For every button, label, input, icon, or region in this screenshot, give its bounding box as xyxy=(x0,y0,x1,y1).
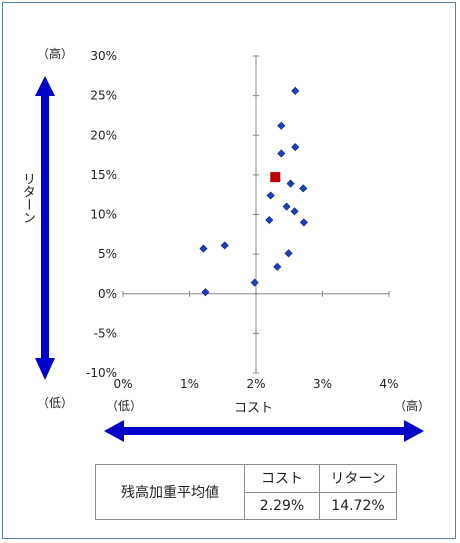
x-tick-label: 1% xyxy=(180,377,199,391)
summary-row-label: 残高加重平均値 xyxy=(95,464,245,520)
data-point xyxy=(199,244,208,253)
data-point xyxy=(277,149,286,158)
data-point xyxy=(266,191,275,200)
vertical-arrow-down-head xyxy=(35,358,55,380)
data-point xyxy=(277,121,286,130)
data-point xyxy=(282,202,291,211)
y-tick-label: -10% xyxy=(86,366,117,380)
x-tick-label: 0% xyxy=(113,377,132,391)
data-point xyxy=(284,249,293,258)
y-high-label: （高） xyxy=(37,47,74,61)
horizontal-arrow-right-head xyxy=(404,420,424,442)
summary-cost-value: 2.29% xyxy=(244,491,320,520)
x-low-label: （低） xyxy=(106,399,143,413)
data-point xyxy=(291,86,300,95)
chart-frame xyxy=(2,2,456,539)
summary-return-value: 14.72% xyxy=(319,491,397,520)
y-tick-label: 25% xyxy=(90,89,117,103)
data-point xyxy=(250,278,259,287)
y-low-label: （低） xyxy=(37,396,74,410)
summary-return-header: リターン xyxy=(319,464,397,493)
data-point xyxy=(299,218,308,227)
horizontal-arrow-shaft xyxy=(120,427,410,435)
data-point xyxy=(291,143,300,152)
y-tick-label: -5% xyxy=(94,326,117,340)
x-axis-title: コスト xyxy=(234,401,274,416)
y-tick-label: 30% xyxy=(90,49,117,63)
y-tick-label: 15% xyxy=(90,168,117,182)
y-tick-label: 0% xyxy=(98,287,117,301)
horizontal-arrow-left-head xyxy=(104,420,124,442)
data-point xyxy=(273,262,282,271)
data-point xyxy=(299,184,308,193)
x-tick-label: 4% xyxy=(379,377,398,391)
y-axis-title: リターン xyxy=(20,172,35,224)
x-tick-label: 3% xyxy=(313,377,332,391)
data-point xyxy=(201,288,210,297)
x-high-label: （高） xyxy=(394,399,431,413)
vertical-arrow-up-head xyxy=(35,76,55,96)
weighted-average-point xyxy=(270,172,281,183)
vertical-arrow-shaft xyxy=(41,92,49,359)
summary-table: 残高加重平均値 コスト リターン 2.29% 14.72% xyxy=(95,464,397,520)
data-point xyxy=(286,179,295,188)
y-tick-label: 10% xyxy=(90,208,117,222)
data-point xyxy=(265,216,274,225)
summary-cost-header: コスト xyxy=(244,464,320,493)
data-point xyxy=(220,241,229,250)
y-tick-label: 20% xyxy=(90,128,117,142)
y-tick-label: 5% xyxy=(98,247,117,261)
x-tick-label: 2% xyxy=(246,377,265,391)
data-point xyxy=(290,207,299,216)
